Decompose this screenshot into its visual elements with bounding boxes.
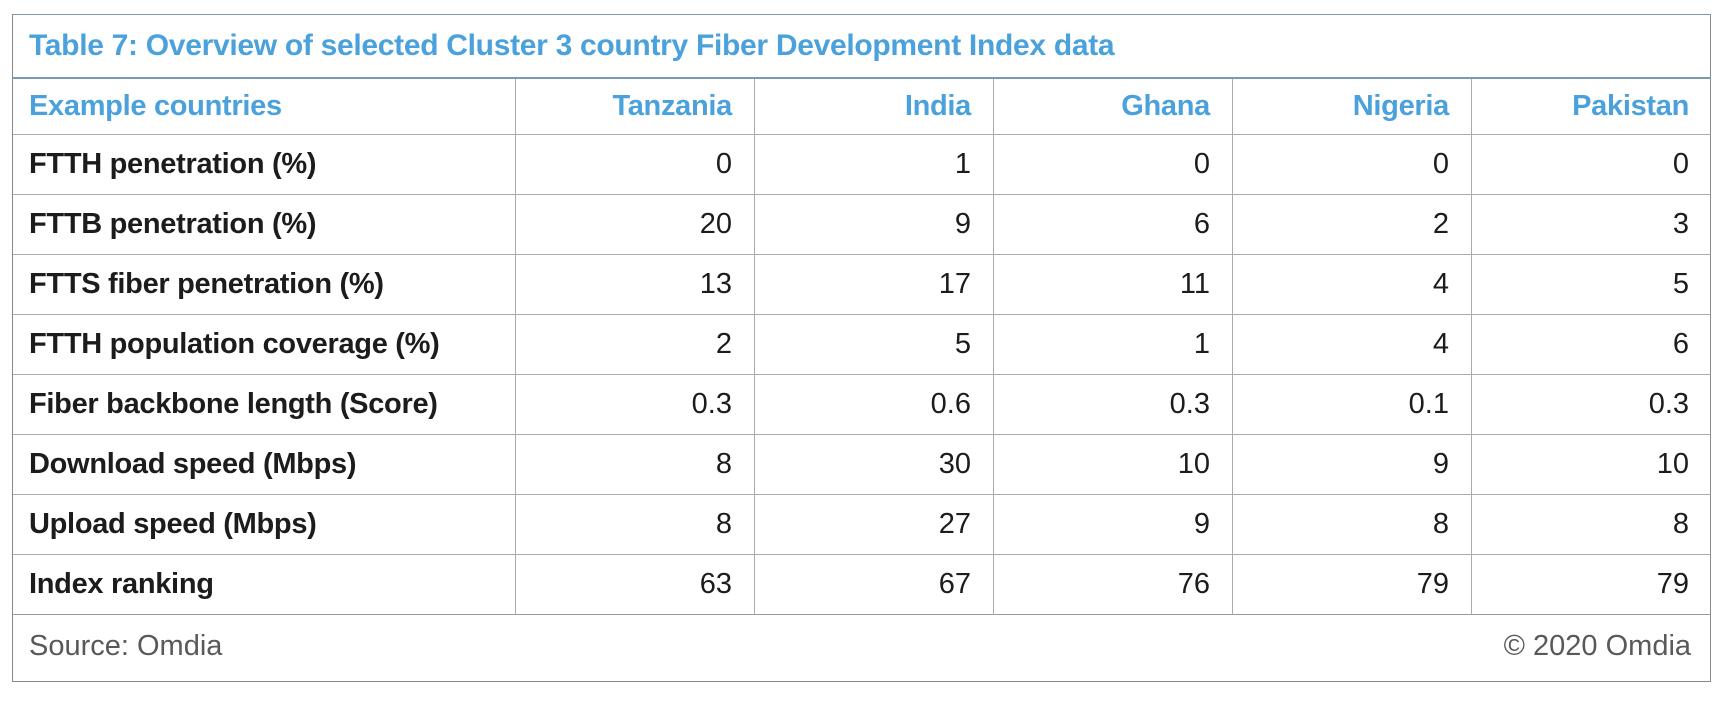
cell-value: 8 <box>516 435 755 495</box>
cell-value: 8 <box>516 495 755 555</box>
cell-value: 79 <box>1233 555 1472 615</box>
row-label: Upload speed (Mbps) <box>13 495 516 555</box>
cell-value: 8 <box>1233 495 1472 555</box>
column-header-ghana: Ghana <box>994 79 1233 135</box>
cell-value: 13 <box>516 255 755 315</box>
cell-value: 8 <box>1472 495 1712 555</box>
column-header-example-countries: Example countries <box>13 79 516 135</box>
column-header-nigeria: Nigeria <box>1233 79 1472 135</box>
cell-value: 10 <box>994 435 1233 495</box>
cell-value: 17 <box>755 255 994 315</box>
cell-value: 63 <box>516 555 755 615</box>
table-row-ftts-fiber-penetration: FTTS fiber penetration (%) 13 17 11 4 5 <box>13 255 1712 315</box>
cell-value: 1 <box>994 315 1233 375</box>
copyright-note: © 2020 Omdia <box>1503 629 1692 662</box>
cell-value: 4 <box>1233 255 1472 315</box>
cell-value: 5 <box>1472 255 1712 315</box>
table-footer: Source: Omdia © 2020 Omdia <box>13 630 1711 663</box>
cell-value: 9 <box>994 495 1233 555</box>
row-label: FTTS fiber penetration (%) <box>13 255 516 315</box>
cell-value: 9 <box>755 195 994 255</box>
cell-value: 0.3 <box>516 375 755 435</box>
column-header-india: India <box>755 79 994 135</box>
column-header-tanzania: Tanzania <box>516 79 755 135</box>
cell-value: 0.1 <box>1233 375 1472 435</box>
table-row-fiber-backbone-length: Fiber backbone length (Score) 0.3 0.6 0.… <box>13 375 1712 435</box>
table-row-download-speed: Download speed (Mbps) 8 30 10 9 10 <box>13 435 1712 495</box>
cell-value: 0 <box>1233 135 1472 195</box>
column-header-pakistan: Pakistan <box>1472 79 1712 135</box>
cell-value: 0 <box>516 135 755 195</box>
cell-value: 9 <box>1233 435 1472 495</box>
cell-value: 6 <box>1472 315 1712 375</box>
row-label: Fiber backbone length (Score) <box>13 375 516 435</box>
table-row-ftth-penetration: FTTH penetration (%) 0 1 0 0 0 <box>13 135 1712 195</box>
cell-value: 10 <box>1472 435 1712 495</box>
title-row: Table 7: Overview of selected Cluster 3 … <box>13 15 1712 79</box>
table-row-index-ranking: Index ranking 63 67 76 79 79 <box>13 555 1712 615</box>
footer-row: Source: Omdia © 2020 Omdia <box>13 615 1711 677</box>
cell-value: 3 <box>1472 195 1712 255</box>
row-label: FTTH population coverage (%) <box>13 315 516 375</box>
cell-value: 6 <box>994 195 1233 255</box>
cell-value: 79 <box>1472 555 1712 615</box>
cell-value: 30 <box>755 435 994 495</box>
cell-value: 0.6 <box>755 375 994 435</box>
cell-value: 20 <box>516 195 755 255</box>
row-label: FTTB penetration (%) <box>13 195 516 255</box>
cell-value: 2 <box>516 315 755 375</box>
table-row-fttb-penetration: FTTB penetration (%) 20 9 6 2 3 <box>13 195 1712 255</box>
fiber-development-index-table: Table 7: Overview of selected Cluster 3 … <box>12 14 1712 682</box>
cell-value: 67 <box>755 555 994 615</box>
cell-value: 0 <box>1472 135 1712 195</box>
cell-value: 27 <box>755 495 994 555</box>
row-label: Index ranking <box>13 555 516 615</box>
cell-value: 0 <box>994 135 1233 195</box>
header-row: Example countries Tanzania India Ghana N… <box>13 79 1712 135</box>
table-title: Table 7: Overview of selected Cluster 3 … <box>13 15 1712 79</box>
cell-value: 11 <box>994 255 1233 315</box>
table-row-upload-speed: Upload speed (Mbps) 8 27 9 8 8 <box>13 495 1712 555</box>
cell-value: 4 <box>1233 315 1472 375</box>
cell-value: 1 <box>755 135 994 195</box>
cell-value: 76 <box>994 555 1233 615</box>
cell-value: 0.3 <box>994 375 1233 435</box>
data-table: Table 7: Overview of selected Cluster 3 … <box>13 15 1712 677</box>
row-label: Download speed (Mbps) <box>13 435 516 495</box>
cell-value: 0.3 <box>1472 375 1712 435</box>
cell-value: 2 <box>1233 195 1472 255</box>
table-row-ftth-population-coverage: FTTH population coverage (%) 2 5 1 4 6 <box>13 315 1712 375</box>
cell-value: 5 <box>755 315 994 375</box>
row-label: FTTH penetration (%) <box>13 135 516 195</box>
source-note: Source: Omdia <box>29 629 223 662</box>
